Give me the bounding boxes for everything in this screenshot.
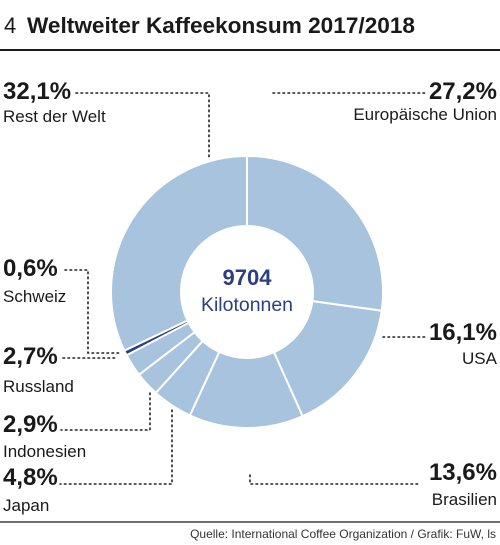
data-label-schweiz: 0,6%: [3, 255, 58, 282]
slice-rest-der-welt: [110, 154, 248, 353]
data-label-indonesien: 2,9%: [3, 411, 58, 438]
center-unit: Kilotonnen: [201, 295, 293, 316]
data-label-rest-der-welt: 32,1%: [3, 78, 71, 105]
category-label-usa: USA: [462, 349, 498, 368]
category-label-russland: Russland: [3, 377, 74, 396]
category-label-schweiz: Schweiz: [3, 287, 66, 306]
center-value: 9704: [223, 265, 273, 290]
category-label-japan: Japan: [3, 496, 49, 515]
leader-brasilien: [249, 474, 419, 485]
source-note: Quelle: International Coffee Organizatio…: [190, 527, 496, 541]
chart-title: Weltweiter Kaffeekonsum 2017/2018: [27, 13, 415, 38]
category-label-indonesien: Indonesien: [3, 442, 86, 461]
data-label-brasilien: 13,6%: [429, 459, 497, 486]
slice-usa: [272, 299, 383, 418]
figure-number: 4: [4, 13, 16, 38]
leader-schweiz: [64, 269, 120, 354]
leader-japan: [59, 409, 173, 485]
category-label-europaeische-union: Europäische Union: [353, 105, 497, 124]
category-label-rest-der-welt: Rest der Welt: [3, 107, 106, 126]
data-label-usa: 16,1%: [429, 319, 497, 346]
leader-rest-der-welt: [75, 92, 210, 158]
leaders-group: [59, 92, 428, 485]
data-label-russland: 2,7%: [3, 343, 58, 370]
slice-europaeische-union: [246, 154, 384, 312]
labels-group: 27,2%Europäische Union 16,1% USA 13,6% Brasi…: [3, 78, 498, 515]
leader-indonesien: [60, 392, 151, 431]
slices-group: [110, 154, 384, 429]
data-label-japan: 4,8%: [3, 464, 58, 491]
data-label-europaeische-union: 27,2%: [429, 78, 497, 105]
category-label-brasilien: Brasilien: [432, 490, 497, 509]
